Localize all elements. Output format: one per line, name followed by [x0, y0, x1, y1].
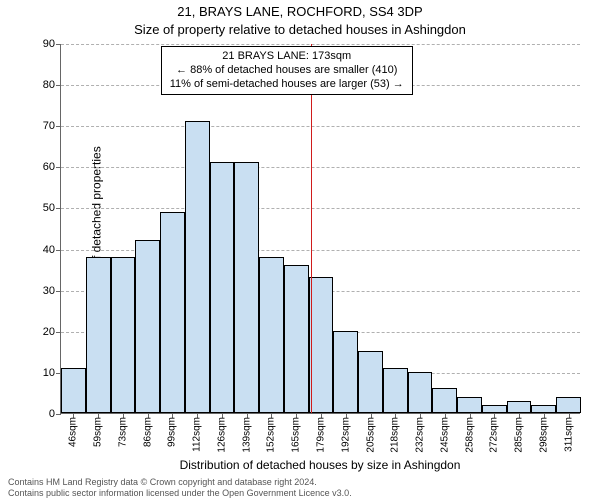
x-tick-label: 245sqm [439, 417, 450, 453]
histogram-bar [210, 162, 235, 413]
x-tick-label: 112sqm [192, 417, 203, 452]
histogram-bar [432, 388, 457, 413]
histogram-bar [556, 397, 581, 413]
y-tick-label: 90 [43, 38, 55, 50]
annotation-line3: 11% of semi-detached houses are larger (… [170, 78, 404, 92]
histogram-bar [135, 240, 160, 413]
x-tick-label: 126sqm [216, 417, 227, 453]
chart-title-line1: 21, BRAYS LANE, ROCHFORD, SS4 3DP [0, 4, 600, 19]
histogram-bar [333, 331, 358, 413]
histogram-bar [408, 372, 433, 413]
histogram-bar [111, 257, 136, 413]
x-tick-label: 165sqm [291, 417, 302, 453]
histogram-bar [507, 401, 532, 413]
x-tick-label: 192sqm [340, 417, 351, 453]
annotation-line1: 21 BRAYS LANE: 173sqm [170, 50, 404, 64]
x-axis-label: Distribution of detached houses by size … [60, 458, 580, 472]
y-tick-mark [56, 126, 61, 127]
x-tick-label: 285sqm [514, 417, 525, 453]
y-tick-label: 70 [43, 120, 55, 132]
x-tick-label: 258sqm [464, 417, 475, 453]
y-tick-label: 30 [43, 285, 55, 297]
x-tick-label: 272sqm [489, 417, 500, 453]
plot-area: 010203040506070809046sqm59sqm73sqm86sqm9… [60, 44, 580, 414]
x-tick-label: 86sqm [142, 417, 153, 447]
x-tick-label: 205sqm [365, 417, 376, 453]
histogram-bar [358, 351, 383, 413]
y-tick-label: 10 [43, 367, 55, 379]
histogram-bar [160, 212, 185, 413]
histogram-bar [185, 121, 210, 413]
x-tick-label: 139sqm [241, 417, 252, 453]
histogram-bar [61, 368, 86, 413]
footer-line2: Contains public sector information licen… [8, 488, 352, 498]
gridline [61, 208, 580, 209]
annotation-box: 21 BRAYS LANE: 173sqm ← 88% of detached … [161, 46, 413, 95]
y-tick-mark [56, 250, 61, 251]
x-tick-label: 232sqm [415, 417, 426, 453]
y-tick-mark [56, 291, 61, 292]
chart-title-line2: Size of property relative to detached ho… [0, 22, 600, 37]
y-tick-mark [56, 85, 61, 86]
y-tick-label: 40 [43, 244, 55, 256]
y-tick-label: 80 [43, 79, 55, 91]
gridline [61, 44, 580, 45]
y-tick-mark [56, 208, 61, 209]
x-tick-label: 298sqm [538, 417, 549, 453]
y-tick-label: 0 [49, 408, 55, 420]
histogram-bar [309, 277, 334, 413]
histogram-bar [531, 405, 556, 413]
y-tick-label: 60 [43, 161, 55, 173]
x-tick-label: 99sqm [167, 417, 178, 447]
reference-line [311, 44, 312, 413]
footer-line1: Contains HM Land Registry data © Crown c… [8, 477, 352, 487]
x-tick-label: 73sqm [117, 417, 128, 447]
y-tick-mark [56, 332, 61, 333]
x-tick-label: 46sqm [68, 417, 79, 447]
y-tick-mark [56, 167, 61, 168]
x-tick-label: 311sqm [563, 417, 574, 452]
histogram-bar [457, 397, 482, 413]
y-tick-label: 20 [43, 326, 55, 338]
y-tick-mark [56, 414, 61, 415]
y-tick-mark [56, 44, 61, 45]
x-tick-label: 152sqm [266, 417, 277, 453]
gridline [61, 167, 580, 168]
histogram-bar [284, 265, 309, 413]
x-tick-label: 218sqm [390, 417, 401, 453]
histogram-bar [482, 405, 507, 413]
footer: Contains HM Land Registry data © Crown c… [8, 477, 352, 498]
annotation-line2: ← 88% of detached houses are smaller (41… [170, 64, 404, 78]
histogram-bar [234, 162, 259, 413]
gridline [61, 126, 580, 127]
x-tick-label: 179sqm [316, 417, 327, 453]
histogram-bar [259, 257, 284, 413]
histogram-bar [383, 368, 408, 413]
y-tick-label: 50 [43, 202, 55, 214]
x-tick-label: 59sqm [93, 417, 104, 447]
histogram-bar [86, 257, 111, 413]
